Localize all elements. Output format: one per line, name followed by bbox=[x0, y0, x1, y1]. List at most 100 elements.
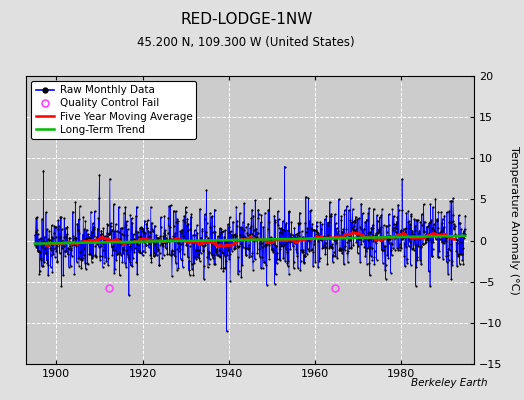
Point bbox=[223, 244, 232, 250]
Point bbox=[95, 253, 104, 260]
Point bbox=[449, 195, 457, 201]
Point bbox=[336, 246, 344, 252]
Point bbox=[263, 238, 271, 244]
Point bbox=[148, 228, 157, 235]
Point bbox=[330, 249, 338, 256]
Point bbox=[37, 255, 46, 261]
Text: Berkeley Earth: Berkeley Earth bbox=[411, 378, 487, 388]
Point bbox=[258, 264, 267, 271]
Point bbox=[157, 224, 166, 231]
Point bbox=[361, 253, 369, 259]
Point bbox=[123, 250, 132, 257]
Point bbox=[198, 242, 206, 248]
Point bbox=[199, 247, 208, 254]
Point bbox=[32, 244, 40, 250]
Point bbox=[329, 253, 337, 259]
Point bbox=[402, 256, 411, 262]
Point bbox=[171, 253, 179, 260]
Point bbox=[183, 228, 191, 234]
Point bbox=[98, 240, 106, 247]
Point bbox=[425, 220, 433, 227]
Point bbox=[233, 243, 241, 249]
Point bbox=[177, 256, 185, 262]
Point bbox=[406, 225, 414, 231]
Point bbox=[432, 232, 440, 238]
Point bbox=[308, 226, 316, 233]
Point bbox=[134, 234, 143, 240]
Point bbox=[71, 238, 79, 245]
Point bbox=[400, 252, 408, 259]
Point bbox=[367, 253, 375, 259]
Point bbox=[54, 241, 63, 247]
Point bbox=[257, 212, 266, 218]
Point bbox=[359, 232, 367, 238]
Point bbox=[116, 225, 125, 231]
Point bbox=[405, 243, 413, 250]
Point bbox=[163, 238, 172, 244]
Point bbox=[397, 229, 405, 235]
Point bbox=[159, 233, 168, 240]
Point bbox=[356, 224, 365, 230]
Point bbox=[443, 252, 452, 258]
Point bbox=[205, 248, 213, 255]
Point bbox=[278, 225, 286, 232]
Point bbox=[222, 258, 231, 264]
Point bbox=[118, 224, 126, 231]
Point bbox=[316, 225, 325, 232]
Point bbox=[423, 234, 431, 241]
Point bbox=[444, 257, 453, 263]
Point bbox=[333, 225, 341, 232]
Point bbox=[445, 208, 453, 214]
Point bbox=[270, 212, 278, 219]
Point bbox=[128, 238, 137, 245]
Point bbox=[307, 247, 315, 253]
Point bbox=[150, 250, 159, 256]
Point bbox=[386, 232, 395, 239]
Point bbox=[51, 234, 60, 240]
Point bbox=[237, 234, 246, 240]
Point bbox=[184, 267, 193, 274]
Point bbox=[355, 233, 364, 239]
Point bbox=[231, 244, 239, 251]
Point bbox=[84, 231, 92, 237]
Point bbox=[242, 252, 250, 258]
Point bbox=[67, 263, 75, 269]
Point bbox=[418, 222, 427, 228]
Point bbox=[40, 238, 48, 244]
Point bbox=[94, 239, 102, 245]
Point bbox=[217, 265, 226, 272]
Point bbox=[259, 224, 267, 230]
Point bbox=[439, 225, 447, 232]
Point bbox=[358, 210, 367, 216]
Point bbox=[459, 230, 467, 236]
Point bbox=[264, 207, 272, 213]
Point bbox=[447, 197, 456, 204]
Point bbox=[301, 252, 310, 259]
Point bbox=[326, 242, 334, 249]
Point bbox=[316, 219, 324, 226]
Point bbox=[89, 220, 97, 226]
Point bbox=[238, 225, 246, 231]
Point bbox=[166, 224, 174, 230]
Point bbox=[280, 242, 289, 248]
Point bbox=[189, 238, 198, 245]
Point bbox=[42, 240, 50, 246]
Point bbox=[449, 218, 457, 225]
Point bbox=[428, 253, 436, 259]
Point bbox=[45, 236, 53, 243]
Point bbox=[365, 245, 373, 252]
Point bbox=[137, 250, 145, 256]
Point bbox=[253, 250, 261, 257]
Point bbox=[368, 245, 376, 252]
Point bbox=[272, 243, 281, 250]
Point bbox=[304, 235, 312, 241]
Point bbox=[371, 237, 379, 243]
Point bbox=[260, 258, 268, 265]
Point bbox=[146, 229, 154, 235]
Point bbox=[324, 235, 333, 242]
Point bbox=[280, 227, 288, 234]
Point bbox=[408, 229, 416, 235]
Point bbox=[301, 253, 309, 259]
Point bbox=[348, 225, 356, 231]
Point bbox=[222, 328, 231, 334]
